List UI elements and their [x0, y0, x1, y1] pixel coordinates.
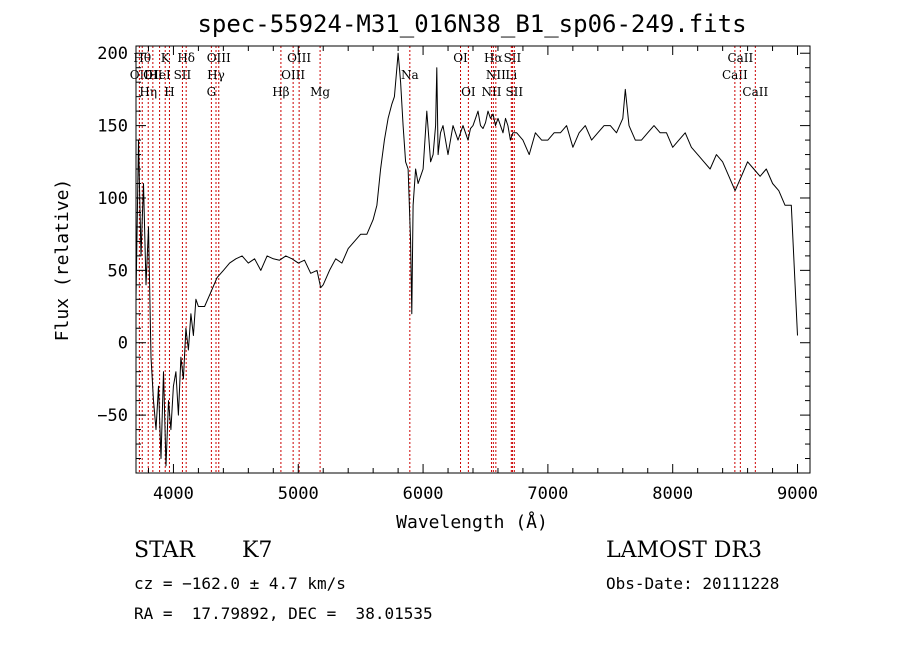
line-marker-label-18: OI: [461, 85, 476, 99]
line-marker-label-26: CaII: [727, 51, 753, 65]
x-tick-label-1: 5000: [278, 484, 319, 504]
survey-name: LAMOST DR3: [606, 538, 762, 563]
observation-date: Obs-Date: 20111228: [606, 574, 780, 593]
x-tick-label-4: 8000: [652, 484, 693, 504]
plot-frame: [135, 45, 811, 474]
line-marker-label-17: OI: [453, 51, 468, 65]
line-marker-label-24: SII: [505, 85, 523, 99]
x-axis: 4000 5000 6000 7000 8000 9000: [147, 46, 818, 504]
line-marker-label-21: NII: [486, 68, 506, 82]
line-marker-label-11: OIII: [207, 51, 231, 65]
line-marker-label-15: Mg: [310, 85, 330, 99]
y-axis: −50 0 50 100 150 200: [97, 44, 810, 460]
line-marker-label-12: Hβ: [272, 85, 289, 99]
line-marker-label-1: Hθ: [133, 51, 151, 65]
line-marker-label-14: OIII: [287, 51, 311, 65]
y-tick-label-0: −50: [97, 406, 128, 426]
object-class: STAR: [134, 538, 195, 563]
redshift-velocity: cz = −162.0 ± 4.7 km/s: [134, 574, 346, 593]
line-marker-label-16: Na: [401, 68, 419, 82]
line-marker-label-4: HeI: [148, 68, 171, 82]
line-marker-label-0: OII: [130, 68, 150, 82]
line-marker-label-19: NII: [481, 85, 501, 99]
line-marker-label-2: Hη: [139, 85, 157, 99]
line-marker-label-7: SII: [174, 68, 192, 82]
y-tick-label-1: 0: [118, 334, 128, 354]
x-tick-label-0: 4000: [153, 484, 194, 504]
x-axis-label: Wavelength (Å): [396, 511, 548, 533]
x-tick-label-2: 6000: [403, 484, 444, 504]
y-tick-label-4: 150: [97, 117, 128, 137]
line-marker-label-25: CaII: [722, 68, 748, 82]
line-marker-label-13: OIII: [281, 68, 305, 82]
line-marker-label-8: Hδ: [177, 51, 195, 65]
y-tick-label-5: 200: [97, 44, 128, 64]
spectrum-series-0: [135, 52, 798, 467]
coordinates: RA = 17.79892, DEC = 38.01535: [134, 604, 433, 623]
line-marker-label-3: OII: [143, 68, 163, 82]
y-axis-label: Flux (relative): [52, 179, 73, 342]
y-tick-label-3: 100: [97, 189, 128, 209]
spectrum-layer: [135, 52, 798, 467]
line-marker-label-9: G: [207, 85, 217, 99]
x-tick-label-5: 9000: [777, 484, 818, 504]
x-tick-label-3: 7000: [527, 484, 568, 504]
y-tick-label-2: 50: [108, 261, 128, 281]
line-marker-label-27: CaII: [742, 85, 768, 99]
line-marker-label-5: K: [161, 51, 171, 65]
object-subclass: K7: [242, 538, 273, 563]
chart-title: spec-55924-M31_016N38_B1_sp06-249.fits: [197, 10, 746, 38]
line-marker-label-23: SII: [504, 51, 522, 65]
line-marker-label-6: H: [164, 85, 174, 99]
line-marker-label-20: Hα: [484, 51, 503, 65]
line-marker-label-22: Li: [505, 68, 517, 82]
line-marker-label-10: Hγ: [207, 68, 225, 82]
line-marker-layer: OIIHθHηOIIHeIKHSIIHδGHγOIIIHβOIIIOIIIMgN…: [130, 46, 768, 473]
